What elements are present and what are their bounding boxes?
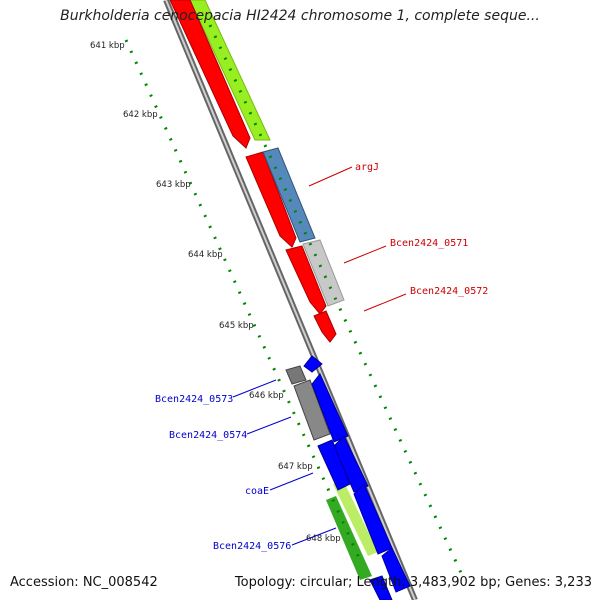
gene-label-bcen0573[interactable]: Bcen2424_0573: [155, 394, 233, 405]
gc-content-track-lower: [333, 480, 378, 556]
scale-ticks-outer: [208, 24, 464, 576]
cds-coae[interactable]: [317, 439, 351, 491]
cds-red-2[interactable]: [245, 151, 297, 248]
cds-red-1[interactable]: [169, 0, 251, 149]
gene-label-coae[interactable]: coaE: [245, 486, 269, 497]
scale-ticks-inner: [124, 39, 362, 561]
map-title: Burkholderia cenocepacia HI2424 chromoso…: [60, 8, 540, 24]
gene-label-argj[interactable]: argJ: [355, 162, 379, 173]
gene-label-bcen0571[interactable]: Bcen2424_0571: [390, 238, 468, 249]
label-connectors: [232, 166, 407, 546]
cds-bcen0571[interactable]: [302, 239, 345, 307]
backbone-circle: [163, 0, 418, 602]
gene-label-bcen0572[interactable]: Bcen2424_0572: [410, 286, 488, 297]
gene-label-bcen0574[interactable]: Bcen2424_0574: [169, 430, 247, 441]
gene-label-bcen0576[interactable]: Bcen2424_0576: [213, 541, 291, 552]
cds-blue-1[interactable]: [303, 355, 323, 373]
scale-label-643: 643 kbp: [156, 180, 191, 190]
gc-content-track-lower-2: [326, 496, 372, 580]
cds-blue-2[interactable]: [311, 373, 349, 443]
scale-label-646: 646 kbp: [249, 391, 284, 401]
scale-label-648: 648 kbp: [306, 534, 341, 544]
scale-label-644: 644 kbp: [188, 250, 223, 260]
scale-label-641: 641 kbp: [90, 41, 125, 51]
accession-text: Accession: NC_008542: [10, 575, 158, 590]
scale-label-642: 642 kbp: [123, 110, 158, 120]
topology-text: Topology: circular; Length: 3,483,902 bp…: [234, 575, 592, 590]
cds-bcen0576[interactable]: [381, 547, 411, 593]
cds-red-3[interactable]: [285, 245, 327, 315]
scale-label-645: 645 kbp: [219, 321, 254, 331]
cds-bcen0573[interactable]: [285, 365, 307, 385]
cds-argj[interactable]: [262, 147, 316, 243]
scale-label-647: 647 kbp: [278, 462, 313, 472]
cds-red-4[interactable]: [313, 310, 337, 343]
cds-bcen0574[interactable]: [293, 379, 331, 441]
